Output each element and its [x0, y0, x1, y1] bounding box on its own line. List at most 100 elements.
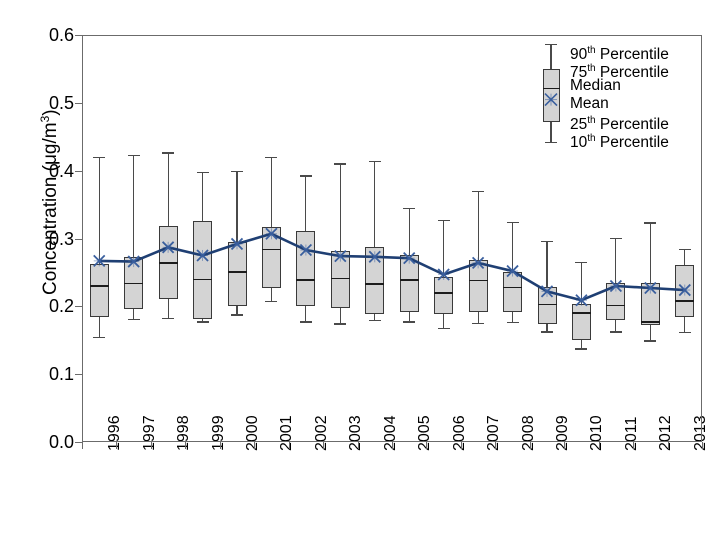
- lower-whisker-cap: [678, 332, 691, 334]
- y-axis-tick-mark: [75, 170, 82, 172]
- upper-whisker-cap: [678, 248, 691, 250]
- x-axis-tick-mark: [633, 442, 635, 449]
- y-axis-tick-label: 0.1: [48, 364, 74, 385]
- box-iqr: [330, 251, 350, 308]
- median-line: [124, 282, 144, 285]
- x-axis-tick-mark: [82, 442, 83, 449]
- legend-item-label-rest: Percentile: [595, 63, 669, 81]
- x-axis-tick-mark: [323, 442, 325, 449]
- legend-item-label: 10: [570, 134, 588, 152]
- y-axis-tick-label: 0.0: [48, 432, 74, 452]
- lower-whisker-cap: [334, 323, 347, 325]
- upper-whisker: [546, 240, 548, 288]
- median-line: [571, 312, 591, 314]
- lower-whisker-cap: [403, 321, 416, 323]
- box-iqr: [365, 246, 385, 314]
- lower-whisker-cap: [541, 331, 553, 333]
- median-line: [675, 300, 695, 302]
- legend-item: 10th Percentile: [570, 130, 669, 152]
- lower-whisker-cap: [644, 340, 657, 342]
- upper-whisker-cap: [196, 172, 209, 174]
- legend-upper-whisker: [550, 44, 552, 70]
- upper-whisker: [684, 248, 686, 265]
- lower-whisker: [408, 311, 410, 322]
- x-axis-tick-mark: [426, 442, 428, 449]
- x-axis-tick-mark: [219, 442, 221, 449]
- upper-whisker-cap: [368, 161, 381, 163]
- upper-whisker-cap: [437, 220, 450, 222]
- x-axis-tick-mark: [254, 442, 256, 449]
- x-axis-tick-mark: [598, 442, 600, 449]
- legend-item-label-rest: Percentile: [595, 116, 669, 134]
- upper-whisker-cap: [162, 152, 175, 154]
- box-iqr: [503, 272, 523, 313]
- lower-whisker: [511, 312, 514, 322]
- upper-whisker-cap: [127, 155, 140, 157]
- legend-item-ordinal-suffix: th: [587, 45, 596, 56]
- upper-whisker: [270, 157, 273, 227]
- legend-item-label: 90: [570, 46, 588, 64]
- upper-whisker-cap: [575, 261, 588, 263]
- median-line: [365, 283, 385, 285]
- legend-item: 90th Percentile: [570, 42, 669, 64]
- lower-whisker-cap: [437, 328, 450, 330]
- upper-whisker-cap: [334, 163, 347, 165]
- upper-whisker-cap: [265, 157, 278, 159]
- median-line: [503, 286, 523, 289]
- legend-item-ordinal-suffix: th: [587, 62, 596, 74]
- median-line: [158, 262, 178, 264]
- upper-whisker-cap: [231, 170, 243, 172]
- y-axis-tick-mark: [75, 238, 82, 240]
- median-line: [468, 279, 488, 282]
- median-line: [399, 279, 419, 281]
- upper-whisker-cap: [472, 191, 485, 193]
- legend-item: Median: [570, 77, 621, 95]
- box-iqr: [434, 277, 454, 315]
- lower-whisker-cap: [506, 321, 519, 324]
- upper-whisker: [167, 152, 169, 227]
- legend-item-label: Median: [570, 77, 621, 95]
- legend-item-label: 25: [570, 116, 588, 134]
- legend-item-label-rest: Percentile: [595, 46, 669, 64]
- box-iqr: [675, 264, 695, 318]
- x-axis-tick-mark: [495, 442, 497, 449]
- box-iqr: [571, 303, 591, 341]
- median-line: [89, 285, 109, 287]
- upper-whisker-cap: [93, 157, 106, 159]
- lower-whisker: [98, 317, 100, 337]
- legend-item: 25th Percentile: [570, 112, 669, 134]
- y-axis-tick-mark: [75, 102, 82, 104]
- y-axis-tick-mark: [75, 442, 82, 443]
- lower-whisker: [649, 325, 651, 341]
- upper-whisker-cap: [644, 222, 657, 224]
- legend-item-ordinal-suffix: th: [587, 133, 596, 144]
- median-line: [537, 303, 557, 306]
- legend-item-ordinal-suffix: th: [587, 115, 596, 127]
- lower-whisker-cap: [265, 300, 278, 303]
- lower-whisker: [546, 323, 548, 332]
- y-axis-tick-label: 0.5: [48, 92, 74, 113]
- y-axis-tick-mark: [75, 35, 82, 36]
- lower-whisker: [270, 288, 273, 301]
- legend-upper-cap: [545, 44, 557, 46]
- box-iqr: [193, 220, 213, 320]
- box-iqr: [399, 255, 419, 312]
- median-line: [640, 321, 660, 323]
- lower-whisker: [167, 298, 169, 318]
- box-iqr: [537, 287, 557, 324]
- x-axis-tick-mark: [288, 442, 290, 449]
- x-axis-tick-mark: [529, 442, 531, 449]
- upper-whisker: [305, 175, 307, 232]
- box-iqr: [468, 260, 488, 312]
- legend-box-iqr: [542, 69, 560, 123]
- y-axis-tick-label: 0.3: [48, 228, 74, 249]
- lower-whisker: [236, 306, 238, 315]
- upper-whisker: [408, 207, 410, 256]
- lower-whisker-cap: [609, 331, 622, 333]
- lower-whisker-cap: [472, 322, 485, 324]
- lower-whisker: [374, 313, 376, 320]
- lower-whisker: [615, 319, 617, 332]
- upper-whisker: [133, 155, 135, 257]
- box-iqr: [227, 241, 247, 307]
